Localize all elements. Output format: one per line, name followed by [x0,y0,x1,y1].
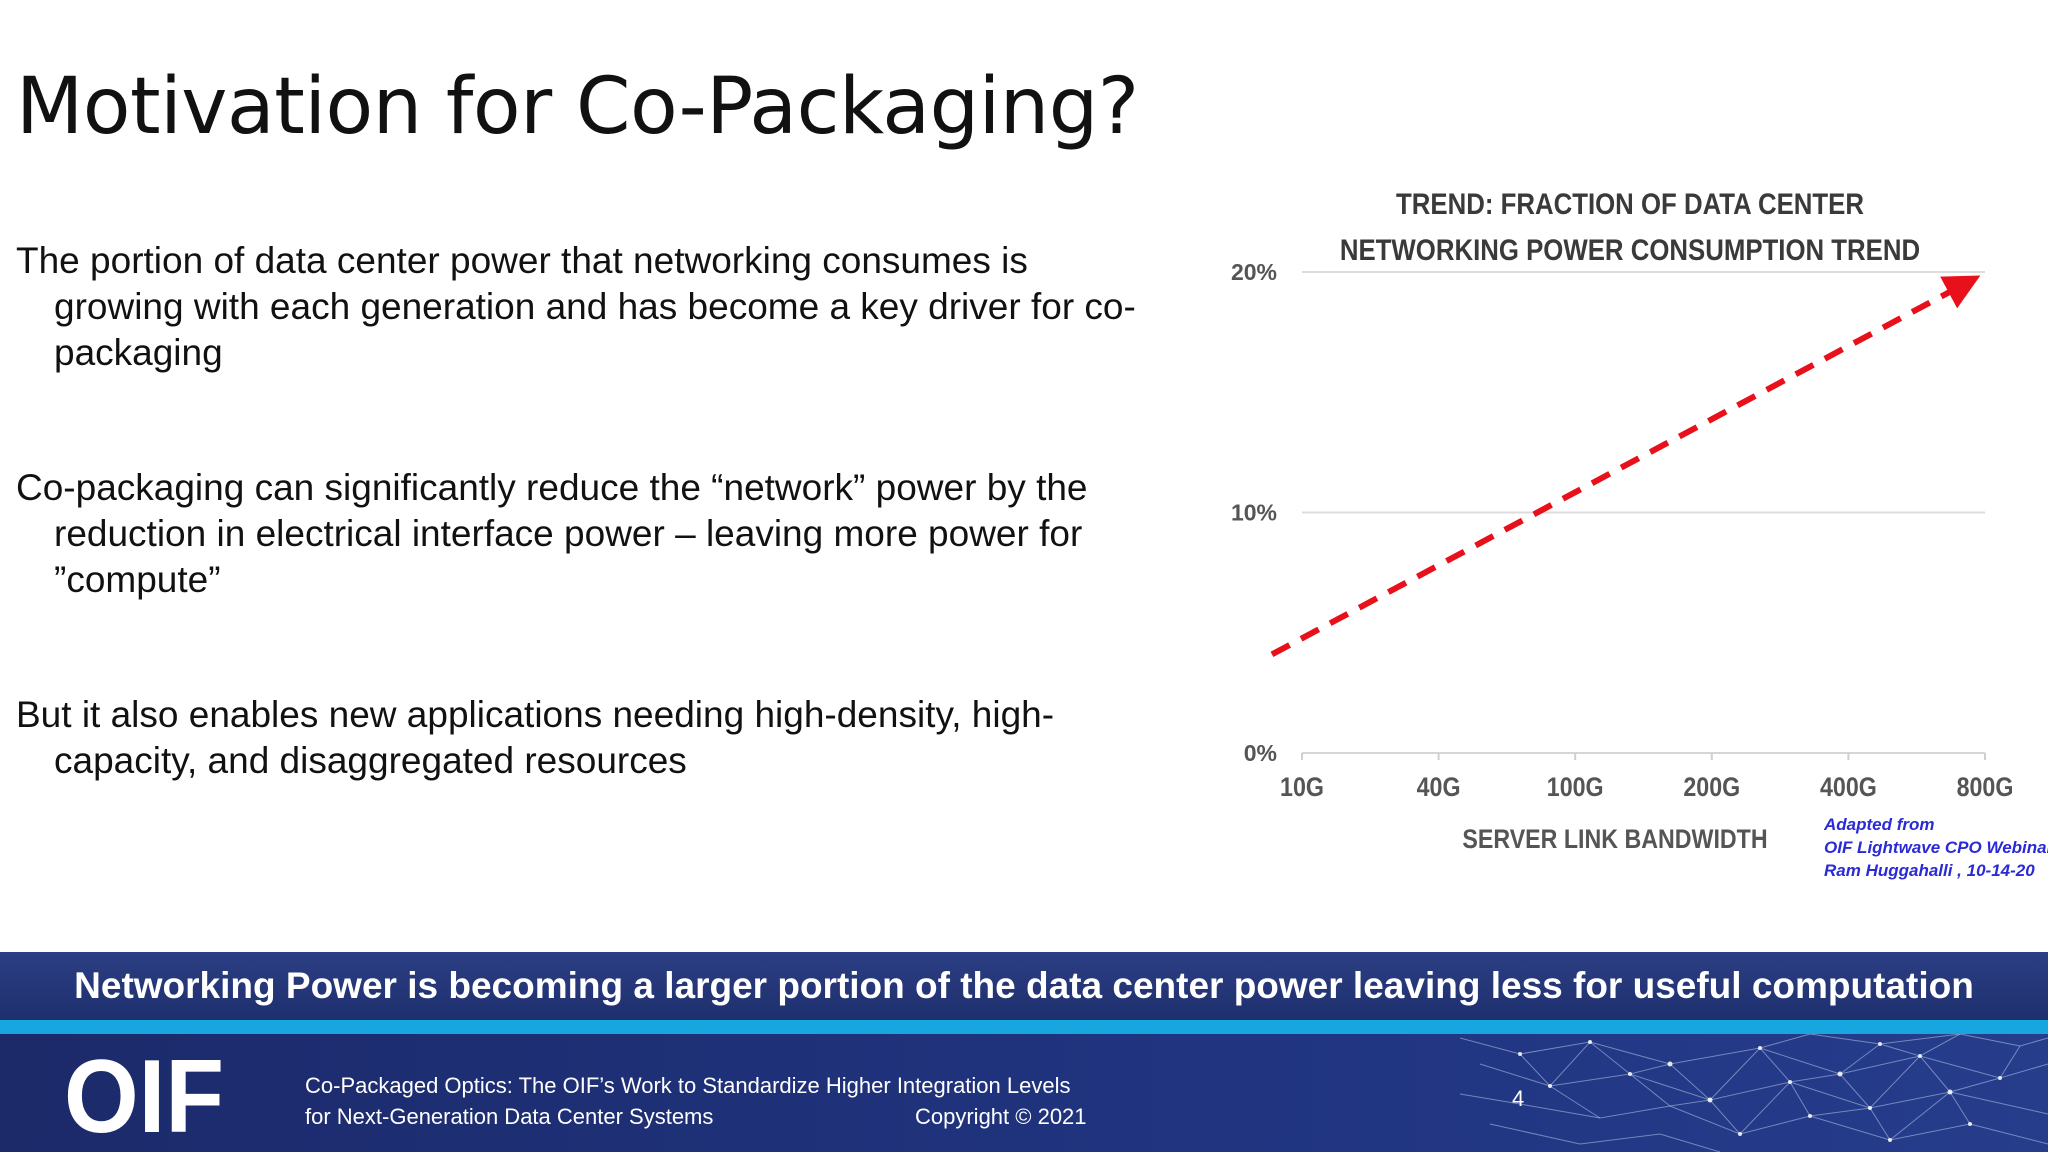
credit-line-1: Adapted from [1824,815,1935,834]
y-tick-label: 10% [1231,500,1277,526]
bullet-new-applications: But it also enables new applications nee… [16,694,1055,781]
network-mesh-graphic [1460,1034,2048,1152]
footer-title-line-2: for Next-Generation Data Center Systems [305,1104,714,1129]
y-tick-label: 0% [1244,740,1277,766]
bullet-network-power-reduction: Co-packaging can significantly reduce th… [16,467,1088,600]
x-tick-label: 200G [1683,772,1740,802]
oif-logo: OIF [64,1054,224,1138]
source-credit: Adapted from OIF Lightwave CPO Webinar, … [1824,813,2048,882]
banner-text: Networking Power is becoming a larger po… [74,965,1974,1006]
x-tick-label: 100G [1547,772,1604,802]
footer-title-line-1: Co-Packaged Optics: The OIF’s Work to St… [305,1073,1071,1098]
chart-title-line-2: NETWORKING POWER CONSUMPTION TREND [1340,233,1920,266]
bullet-networking-power: The portion of data center power that ne… [16,240,1136,373]
y-tick-label: 20% [1231,259,1277,285]
credit-line-3: Ram Huggahalli , 10-14-20 [1824,861,2035,880]
footer-text: Co-Packaged Optics: The OIF’s Work to St… [305,1070,1087,1132]
x-tick-label: 10G [1280,772,1324,802]
x-tick-label: 40G [1417,772,1461,802]
x-tick-label: 400G [1820,772,1877,802]
credit-line-2: OIF Lightwave CPO Webinar, [1824,838,2048,857]
x-axis-label: SERVER LINK BANDWIDTH [1462,824,1767,854]
copyright: Copyright © 2021 [915,1104,1087,1129]
page-number: 4 [1512,1086,1525,1111]
trend-chart-svg: 0% 10% 20% 10G 40G 100G 200G 400G 800G TREND: FR… [1231,187,2014,854]
x-tick-label: 800G [1957,772,2014,802]
takeaway-banner: Networking Power is becoming a larger po… [0,952,2048,1020]
accent-stripe [0,1020,2048,1034]
trend-chart: 0% 10% 20% 10G 40G 100G 200G 400G 800G TREND: FR… [1190,180,2048,900]
slide-title: Motivation for Co-Packaging? [16,62,1139,152]
chart-title-line-1: TREND: FRACTION OF DATA CENTER [1396,187,1864,220]
trend-line-0 [1270,275,1981,658]
footer: OIF Co-Packaged Optics: The OIF’s Work t… [0,1034,2048,1152]
logo-text: OIF [64,1054,224,1138]
